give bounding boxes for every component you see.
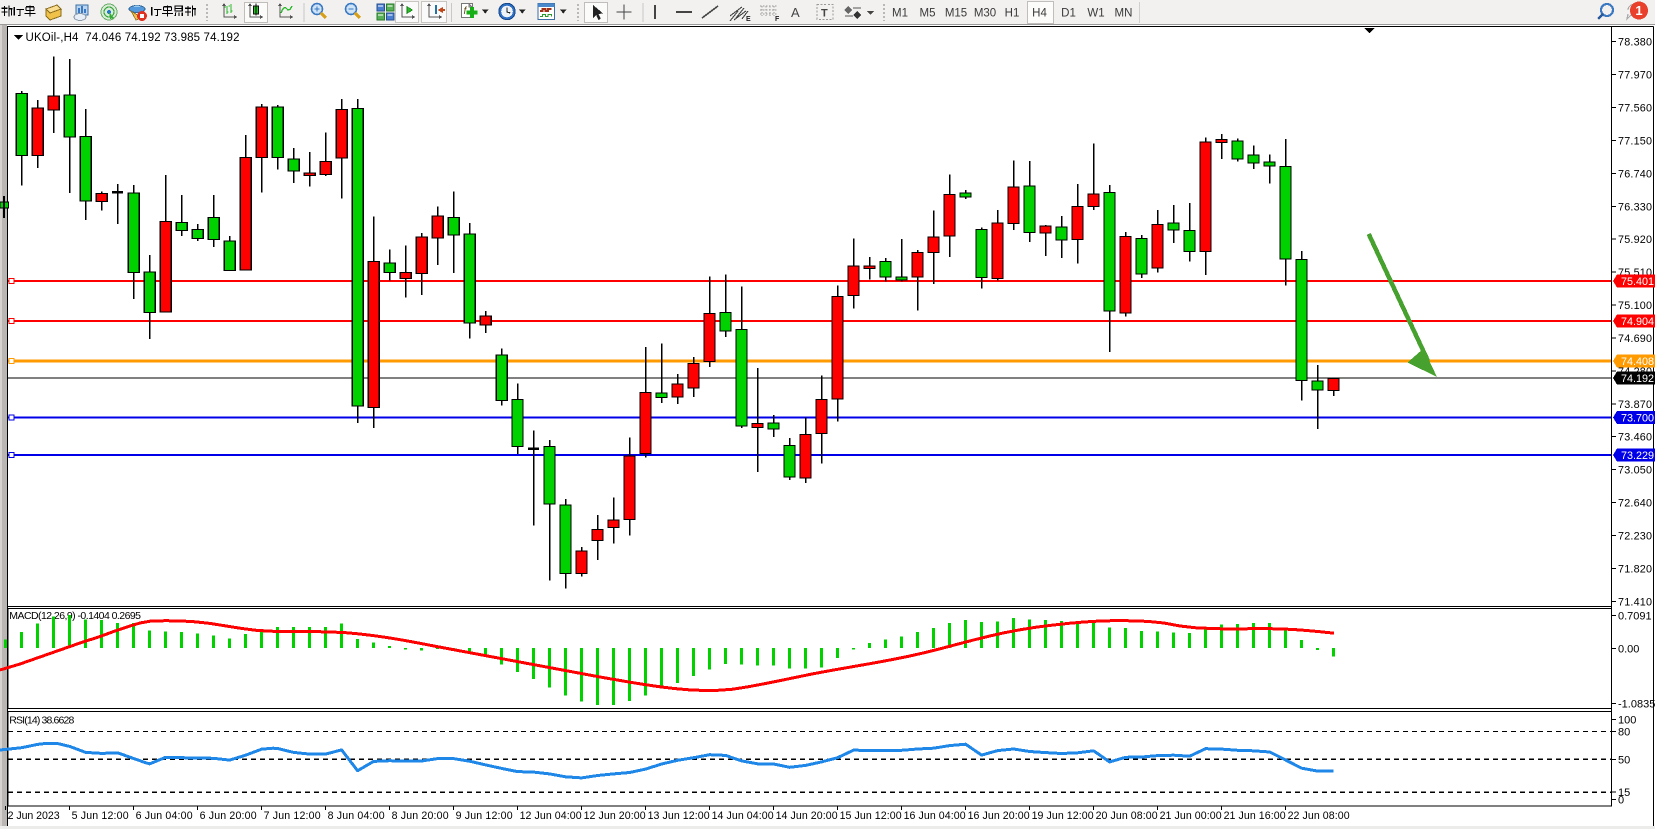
svg-text:73.229: 73.229: [1621, 450, 1654, 462]
svg-text:T: T: [821, 8, 828, 20]
svg-text:74.408: 74.408: [1621, 356, 1654, 368]
svg-text:12 Jun 20:00: 12 Jun 20:00: [584, 810, 646, 822]
svg-text:M15: M15: [945, 8, 967, 20]
svg-text:5 Jun 12:00: 5 Jun 12:00: [72, 810, 129, 822]
svg-text:14 Jun 20:00: 14 Jun 20:00: [776, 810, 838, 822]
svg-text:77.970: 77.970: [1618, 70, 1652, 82]
svg-text:16 Jun 04:00: 16 Jun 04:00: [904, 810, 966, 822]
svg-text:15: 15: [1618, 787, 1630, 799]
svg-text:20 Jun 08:00: 20 Jun 08:00: [1096, 810, 1158, 822]
svg-text:M1: M1: [892, 8, 908, 20]
svg-text:8 Jun 20:00: 8 Jun 20:00: [392, 810, 449, 822]
svg-text:RSI(14) 38.6628: RSI(14) 38.6628: [9, 715, 74, 727]
svg-text:f: f: [464, 6, 468, 17]
svg-text:73.870: 73.870: [1618, 399, 1652, 411]
svg-text:75.100: 75.100: [1618, 300, 1652, 312]
svg-text:77.560: 77.560: [1618, 103, 1652, 115]
svg-text:73.050: 73.050: [1618, 465, 1652, 477]
svg-text:72.640: 72.640: [1618, 498, 1652, 510]
svg-text:72.230: 72.230: [1618, 531, 1652, 543]
svg-text:7 Jun 12:00: 7 Jun 12:00: [264, 810, 321, 822]
svg-text:MACD(12,26,9) -0.1404 0.2695: MACD(12,26,9) -0.1404 0.2695: [9, 610, 141, 622]
svg-text:D1: D1: [1061, 8, 1076, 20]
svg-text:-1.0835: -1.0835: [1618, 698, 1655, 710]
svg-text:H4: H4: [1032, 8, 1047, 20]
svg-text:76.330: 76.330: [1618, 201, 1652, 213]
svg-text:H1: H1: [1005, 8, 1020, 20]
svg-text:12 Jun 04:00: 12 Jun 04:00: [520, 810, 582, 822]
svg-text:A: A: [791, 5, 800, 20]
svg-text:50: 50: [1618, 754, 1630, 766]
svg-text:75.920: 75.920: [1618, 234, 1652, 246]
svg-text:W1: W1: [1087, 8, 1104, 20]
svg-text:M5: M5: [920, 8, 936, 20]
svg-text:1: 1: [1635, 3, 1642, 18]
svg-text:74.192: 74.192: [1621, 373, 1654, 385]
svg-text:21 Jun 00:00: 21 Jun 00:00: [1160, 810, 1222, 822]
svg-text:15 Jun 12:00: 15 Jun 12:00: [840, 810, 902, 822]
svg-text:21 Jun 16:00: 21 Jun 16:00: [1224, 810, 1286, 822]
svg-text:13 Jun 12:00: 13 Jun 12:00: [648, 810, 710, 822]
svg-text:0: 0: [1618, 795, 1624, 807]
svg-text:0.7091: 0.7091: [1618, 611, 1652, 623]
svg-text:6 Jun 20:00: 6 Jun 20:00: [200, 810, 257, 822]
svg-text:74.904: 74.904: [1621, 316, 1654, 328]
svg-text:75.401: 75.401: [1621, 276, 1654, 288]
svg-text:2 Jun 2023: 2 Jun 2023: [8, 810, 60, 822]
svg-text:73.700: 73.700: [1621, 413, 1654, 425]
svg-text:78.380: 78.380: [1618, 37, 1652, 49]
svg-text:14 Jun 04:00: 14 Jun 04:00: [712, 810, 774, 822]
svg-text:73.460: 73.460: [1618, 432, 1652, 444]
svg-text:71.820: 71.820: [1618, 563, 1652, 575]
svg-text:9 Jun 12:00: 9 Jun 12:00: [456, 810, 513, 822]
svg-text:19 Jun 12:00: 19 Jun 12:00: [1032, 810, 1094, 822]
svg-text:MN: MN: [1115, 8, 1133, 20]
svg-text:E: E: [746, 16, 751, 23]
svg-text:77.150: 77.150: [1618, 136, 1652, 148]
svg-text:UKOil-,H4 74.046 74.192 73.98: UKOil-,H4 74.046 74.192 73.985 74.192: [26, 32, 240, 44]
svg-text:74.690: 74.690: [1618, 333, 1652, 345]
svg-text:22 Jun 08:00: 22 Jun 08:00: [1288, 810, 1350, 822]
svg-text:71.410: 71.410: [1618, 596, 1652, 608]
svg-text:0.00: 0.00: [1618, 643, 1639, 655]
svg-text:80: 80: [1618, 727, 1630, 739]
svg-text:16 Jun 20:00: 16 Jun 20:00: [968, 810, 1030, 822]
svg-text:100: 100: [1618, 714, 1636, 726]
svg-text:M30: M30: [974, 8, 996, 20]
svg-text:8 Jun 04:00: 8 Jun 04:00: [328, 810, 385, 822]
svg-text:F: F: [775, 16, 780, 23]
svg-text:6 Jun 04:00: 6 Jun 04:00: [136, 810, 193, 822]
svg-text:76.740: 76.740: [1618, 168, 1652, 180]
